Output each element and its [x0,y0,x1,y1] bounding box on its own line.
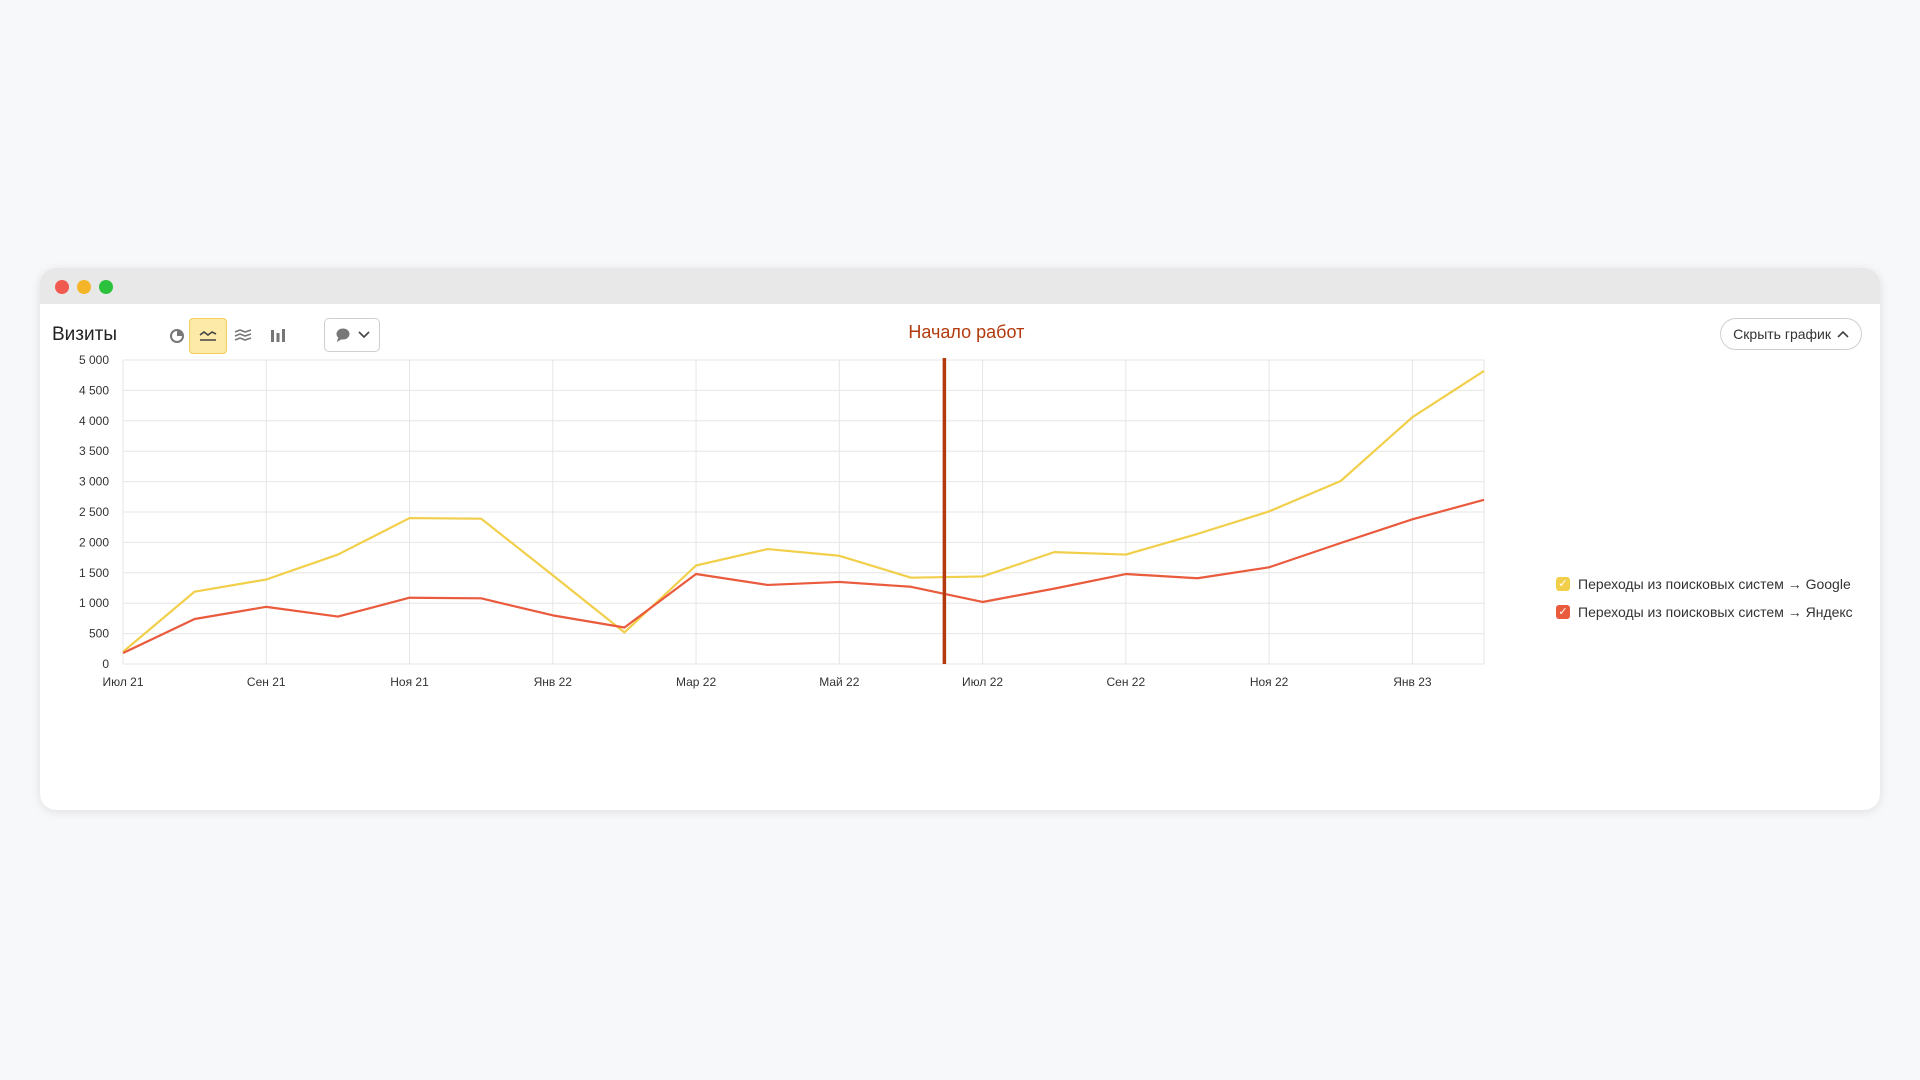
series-line-yandex [122,498,1485,655]
y-tick-label: 5 000 [79,353,109,367]
pie-chart-icon [170,329,184,343]
y-tick-label: 2 000 [79,535,109,549]
legend-item-yandex[interactable]: ✓ Переходы из поисковых систем → Яндекс [1556,598,1853,626]
y-tick-label: 3 500 [79,444,109,458]
report-title: Визиты [52,324,117,345]
chart-legend: ✓ Переходы из поисковых систем → Google … [1556,570,1853,626]
y-tick-label: 2 500 [79,505,109,519]
legend-item-google[interactable]: ✓ Переходы из поисковых систем → Google [1556,570,1853,598]
y-tick-label: 4 500 [79,383,109,397]
bar-chart-button[interactable] [259,318,297,354]
x-tick-label: Сен 22 [1107,675,1146,689]
x-tick-label: Мар 22 [676,675,716,689]
y-tick-label: 4 000 [79,414,109,428]
x-tick-label: Ноя 22 [1250,675,1289,689]
x-tick-label: Май 22 [819,675,860,689]
legend-label-google: Переходы из поисковых систем → Google [1578,576,1851,592]
legend-checkbox-yandex[interactable]: ✓ [1556,605,1570,619]
window-titlebar [40,268,1880,304]
legend-label-yandex: Переходы из поисковых систем → Яндекс [1578,604,1853,620]
bar-chart-icon [271,329,285,342]
x-tick-label: Июл 22 [962,675,1003,689]
annotations-dropdown[interactable] [324,318,380,352]
x-tick-label: Сен 21 [247,675,286,689]
y-tick-label: 0 [102,657,109,671]
x-tick-label: Янв 23 [1393,675,1432,689]
hide-chart-button[interactable]: Скрыть график [1720,318,1862,350]
chevron-down-icon [357,331,370,339]
x-tick-label: Ноя 21 [390,675,429,689]
line-chart: 0 500 1 000 1 500 2 000 2 500 3 000 3 500 4 000 4… [79,322,1485,689]
y-tick-label: 3 000 [79,475,109,489]
y-tick-label: 1 500 [79,566,109,580]
chevron-up-icon [1837,330,1849,338]
maximize-window-button[interactable] [99,280,113,294]
line-chart-icon [199,331,217,341]
x-tick-label: Янв 22 [534,675,573,689]
close-window-button[interactable] [55,280,69,294]
stacked-area-button[interactable] [224,318,262,354]
chart-area: 0 500 1 000 1 500 2 000 2 500 3 000 3 500 4 000 4… [40,304,1880,810]
pie-chart-button[interactable] [158,318,196,354]
series-line-google [122,370,1485,653]
legend-checkbox-google[interactable]: ✓ [1556,577,1570,591]
chart-window: Визиты Скр [40,268,1880,810]
y-tick-label: 500 [89,627,109,641]
line-chart-button[interactable] [189,318,227,354]
hide-chart-label: Скрыть график [1733,326,1831,342]
annotation-label: Начало работ [908,322,1024,342]
comment-icon [336,328,349,342]
y-tick-label: 1 000 [79,596,109,610]
minimize-window-button[interactable] [77,280,91,294]
x-tick-label: Июл 21 [102,675,143,689]
stacked-area-icon [234,329,252,341]
